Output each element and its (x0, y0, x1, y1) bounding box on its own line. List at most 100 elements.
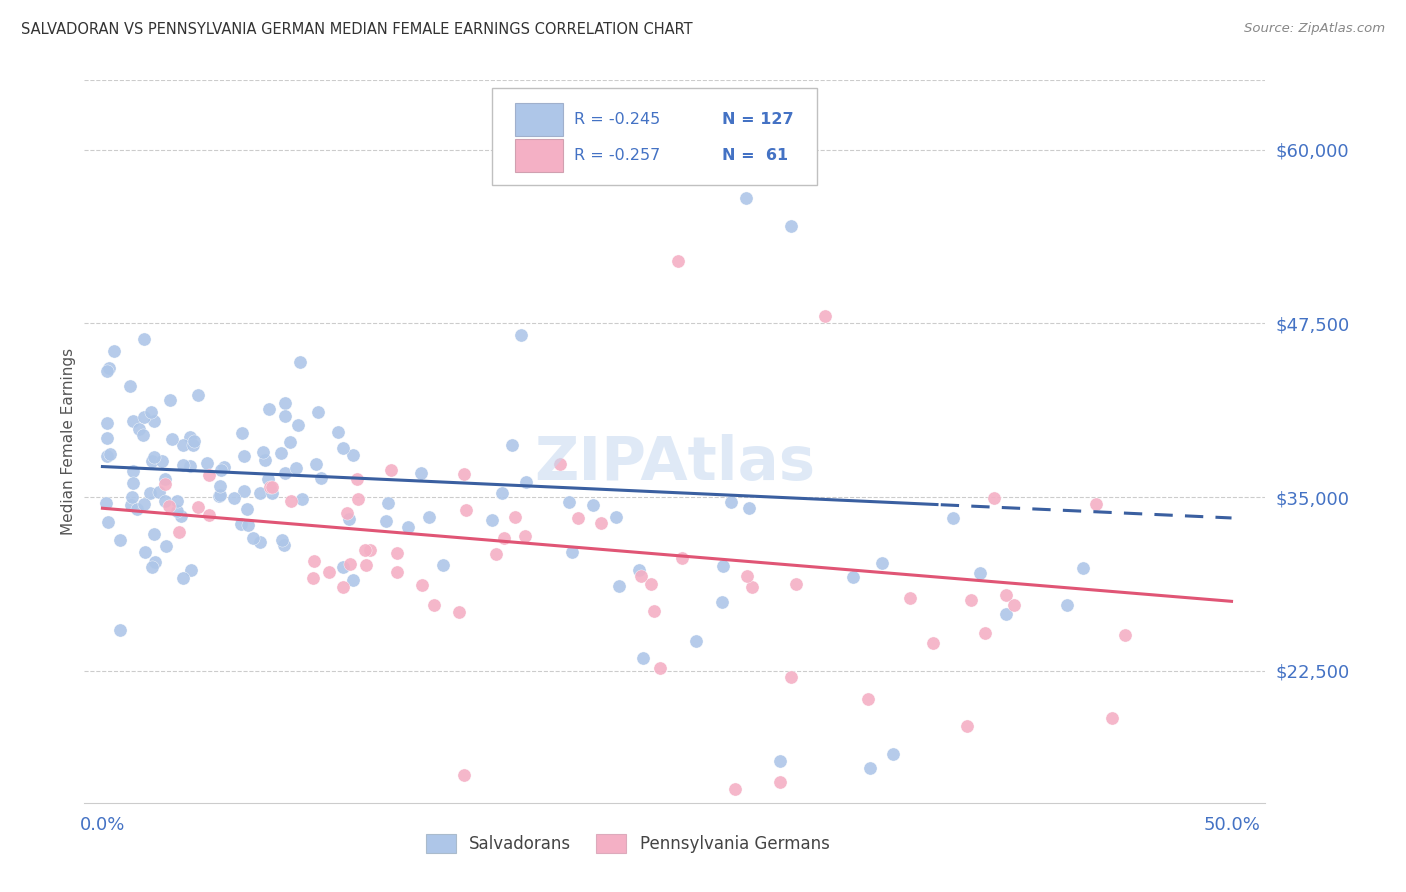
Point (290, 491, 312, 506)
Point (122, 464, 145, 478)
Point (121, 414, 143, 428)
Point (814, 310, 837, 324)
Point (179, 430, 201, 444)
Point (724, 781, 747, 796)
Point (143, 526, 166, 541)
Point (198, 508, 221, 522)
Point (685, 633, 707, 648)
Point (96, 417, 118, 431)
Point (337, 512, 360, 526)
Point (858, 692, 880, 706)
Text: N =  61: N = 61 (723, 148, 789, 163)
Text: Source: ZipAtlas.com: Source: ZipAtlas.com (1244, 22, 1385, 36)
Point (882, 747, 904, 761)
Point (346, 492, 368, 507)
Point (628, 562, 651, 576)
Point (125, 502, 148, 516)
Point (561, 544, 583, 558)
Point (153, 493, 176, 508)
Point (273, 396, 295, 410)
Point (548, 458, 571, 472)
Point (411, 578, 433, 592)
Point (1056, 598, 1078, 612)
Point (449, 605, 471, 619)
Point (118, 379, 141, 393)
Point (260, 480, 283, 494)
Point (630, 569, 652, 583)
Point (735, 568, 758, 582)
Point (973, 625, 995, 640)
Point (180, 563, 202, 577)
Point (713, 559, 735, 574)
Point (311, 471, 333, 485)
Point (259, 401, 281, 416)
Point (332, 441, 354, 455)
Point (492, 531, 515, 545)
Point (359, 543, 381, 558)
Point (183, 438, 205, 452)
Point (385, 566, 408, 580)
Point (212, 460, 235, 475)
Point (409, 466, 432, 480)
Point (515, 475, 537, 489)
Point (197, 456, 219, 470)
Point (169, 524, 191, 539)
Point (183, 434, 205, 449)
Point (780, 219, 803, 234)
Point (509, 328, 531, 343)
Point (97, 515, 120, 529)
Point (96, 431, 118, 445)
Point (332, 560, 354, 574)
Point (339, 557, 361, 571)
Point (280, 494, 302, 508)
Point (179, 458, 201, 473)
Point (285, 461, 308, 475)
Point (98, 447, 121, 461)
Point (236, 518, 259, 533)
Point (501, 438, 523, 452)
Point (307, 405, 329, 419)
Point (354, 558, 377, 572)
Point (396, 520, 419, 534)
Legend: Salvadorans, Pennsylvania Germans: Salvadorans, Pennsylvania Germans (419, 827, 837, 860)
Point (342, 448, 364, 462)
Point (453, 768, 475, 782)
Point (994, 588, 1017, 602)
Point (738, 501, 761, 516)
Point (236, 502, 259, 516)
Point (159, 499, 181, 513)
Point (143, 555, 166, 569)
Point (166, 493, 188, 508)
Point (143, 450, 166, 465)
Point (172, 571, 194, 585)
Point (139, 485, 162, 500)
Point (94, 495, 117, 509)
Point (153, 472, 176, 486)
Point (96, 364, 118, 378)
Point (453, 467, 475, 482)
Point (921, 636, 943, 650)
Point (1114, 628, 1136, 642)
Point (841, 570, 863, 584)
Point (898, 591, 921, 606)
Point (242, 531, 264, 545)
Point (198, 467, 221, 482)
Point (607, 579, 630, 593)
Point (128, 421, 150, 435)
Point (224, 491, 246, 505)
Point (302, 554, 325, 568)
Point (134, 545, 156, 559)
Point (302, 571, 325, 585)
Point (567, 511, 589, 525)
Y-axis label: Median Female Earnings: Median Female Earnings (60, 348, 76, 535)
Point (274, 466, 297, 480)
Point (132, 428, 155, 442)
Text: SALVADORAN VS PENNSYLVANIA GERMAN MEDIAN FEMALE EARNINGS CORRELATION CHART: SALVADORAN VS PENNSYLVANIA GERMAN MEDIAN… (21, 22, 693, 37)
Point (485, 547, 508, 561)
Point (515, 529, 537, 543)
Point (141, 454, 163, 468)
Point (278, 435, 301, 450)
Point (98, 361, 121, 376)
Point (735, 191, 758, 205)
Point (582, 498, 605, 512)
